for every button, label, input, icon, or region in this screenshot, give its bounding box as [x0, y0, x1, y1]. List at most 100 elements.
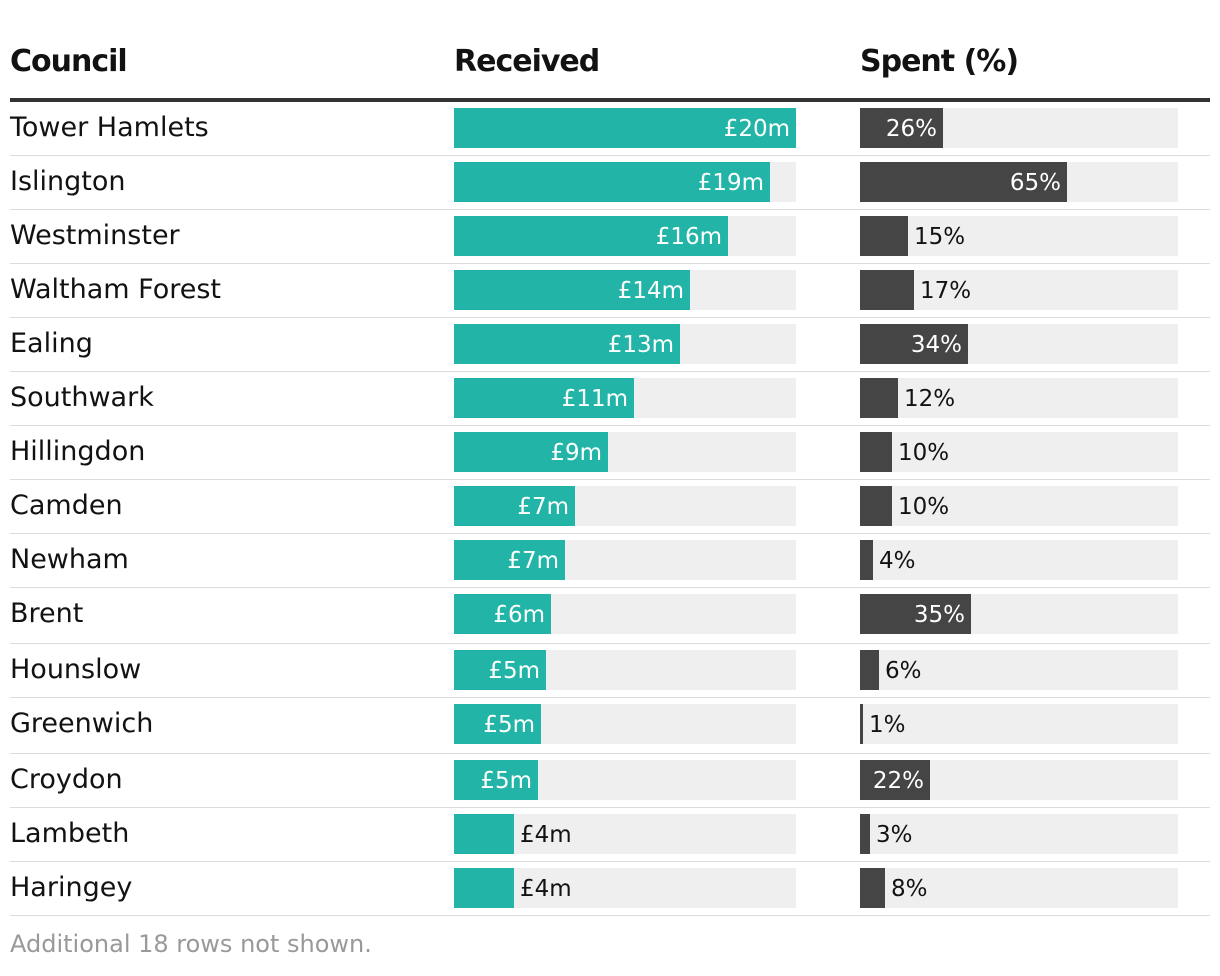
council-name: Waltham Forest: [10, 274, 222, 305]
received-value-label: £19m: [697, 170, 764, 196]
spent-bar-track: 26%: [860, 108, 1178, 148]
spent-value-label: 65%: [1009, 170, 1061, 196]
spent-value-label: 22%: [872, 768, 924, 794]
spent-bar-track: 10%: [860, 486, 1178, 526]
council-name: Camden: [10, 490, 123, 521]
council-name: Lambeth: [10, 818, 130, 849]
table-row: Hounslow £5m 6%: [10, 644, 1210, 698]
received-value-label: £16m: [655, 224, 722, 250]
received-bar-track: £19m: [454, 162, 796, 202]
spent-value-label: 10%: [898, 494, 950, 520]
table-row: Greenwich £5m 1%: [10, 698, 1210, 754]
spent-bar-track: 17%: [860, 270, 1178, 310]
table-row: Hillingdon £9m 10%: [10, 426, 1210, 480]
spent-bar: [860, 540, 873, 580]
council-name: Brent: [10, 598, 84, 629]
received-bar-track: £6m: [454, 594, 796, 634]
spent-bar: [860, 814, 870, 854]
council-name: Islington: [10, 166, 126, 197]
table-row: Ealing £13m 34%: [10, 318, 1210, 372]
spent-value-label: 6%: [885, 658, 922, 684]
received-value-label: £13m: [607, 332, 674, 358]
table-row: Westminster £16m 15%: [10, 210, 1210, 264]
received-bar: [454, 108, 796, 148]
received-bar: [454, 486, 575, 526]
received-value-label: £5m: [480, 768, 532, 794]
footer-note: Additional 18 rows not shown.: [10, 930, 372, 958]
spent-bar-track: 34%: [860, 324, 1178, 364]
received-bar-track: £5m: [454, 704, 796, 744]
spent-bar: [860, 270, 914, 310]
spent-bar-track: 35%: [860, 594, 1178, 634]
spent-value-label: 34%: [910, 332, 962, 358]
spent-bar: [860, 486, 892, 526]
spent-bar-track: 1%: [860, 704, 1178, 744]
spent-bar-track: 3%: [860, 814, 1178, 854]
spent-bar: [860, 378, 898, 418]
spent-value-label: 15%: [914, 224, 966, 250]
received-value-label: £5m: [483, 712, 535, 738]
spent-value-label: 35%: [913, 602, 965, 628]
spent-value-label: 10%: [898, 440, 950, 466]
table-row: Islington £19m 65%: [10, 156, 1210, 210]
received-value-label: £6m: [493, 602, 545, 628]
received-bar: [454, 650, 546, 690]
received-bar-track: £11m: [454, 378, 796, 418]
spent-bar: [860, 650, 879, 690]
spent-bar: [860, 216, 908, 256]
spent-bar-track: 10%: [860, 432, 1178, 472]
council-name: Hillingdon: [10, 436, 146, 467]
spent-bar: [860, 868, 885, 908]
received-bar: [454, 540, 565, 580]
spent-bar: [860, 108, 943, 148]
spent-bar: [860, 162, 1067, 202]
received-bar: [454, 432, 608, 472]
spent-bar-track: 65%: [860, 162, 1178, 202]
table-row: Brent £6m 35%: [10, 588, 1210, 644]
received-value-label: £5m: [488, 658, 540, 684]
council-name: Ealing: [10, 328, 93, 359]
received-bar-track: £9m: [454, 432, 796, 472]
received-bar-track: £16m: [454, 216, 796, 256]
column-header-received[interactable]: Received: [454, 44, 600, 79]
received-bar-track: £5m: [454, 650, 796, 690]
council-name: Westminster: [10, 220, 180, 251]
spent-bar: [860, 760, 930, 800]
received-value-label: £11m: [561, 386, 628, 412]
column-header-council[interactable]: Council: [10, 44, 128, 79]
spent-value-label: 8%: [891, 876, 928, 902]
received-value-label: £7m: [507, 548, 559, 574]
table-row: Lambeth £4m 3%: [10, 808, 1210, 862]
received-bar: [454, 704, 541, 744]
spent-value-label: 3%: [876, 822, 913, 848]
council-name: Newham: [10, 544, 129, 575]
council-name: Greenwich: [10, 708, 154, 739]
received-value-label: £14m: [617, 278, 684, 304]
spent-value-label: 4%: [879, 548, 916, 574]
spent-bar: [860, 432, 892, 472]
spent-bar-track: 12%: [860, 378, 1178, 418]
table-row: Camden £7m 10%: [10, 480, 1210, 534]
column-header-spent[interactable]: Spent (%): [860, 44, 1019, 79]
spent-value-label: 17%: [920, 278, 972, 304]
council-name: Croydon: [10, 764, 123, 795]
received-bar-track: £7m: [454, 486, 796, 526]
received-bar: [454, 324, 680, 364]
spent-bar-track: 6%: [860, 650, 1178, 690]
spent-value-label: 1%: [869, 712, 906, 738]
spent-value-label: 12%: [904, 386, 956, 412]
received-bar-track: £4m: [454, 868, 796, 908]
received-bar: [454, 594, 551, 634]
received-value-label: £9m: [550, 440, 602, 466]
received-bar: [454, 216, 728, 256]
received-bar-track: £14m: [454, 270, 796, 310]
received-bar-track: £20m: [454, 108, 796, 148]
spent-bar-track: 15%: [860, 216, 1178, 256]
table-header: Council Received Spent (%): [10, 0, 1210, 102]
received-bar: [454, 868, 514, 908]
received-bar: [454, 814, 514, 854]
table-row: Newham £7m 4%: [10, 534, 1210, 588]
spent-bar: [860, 324, 968, 364]
received-bar-track: £4m: [454, 814, 796, 854]
table-row: Waltham Forest £14m 17%: [10, 264, 1210, 318]
